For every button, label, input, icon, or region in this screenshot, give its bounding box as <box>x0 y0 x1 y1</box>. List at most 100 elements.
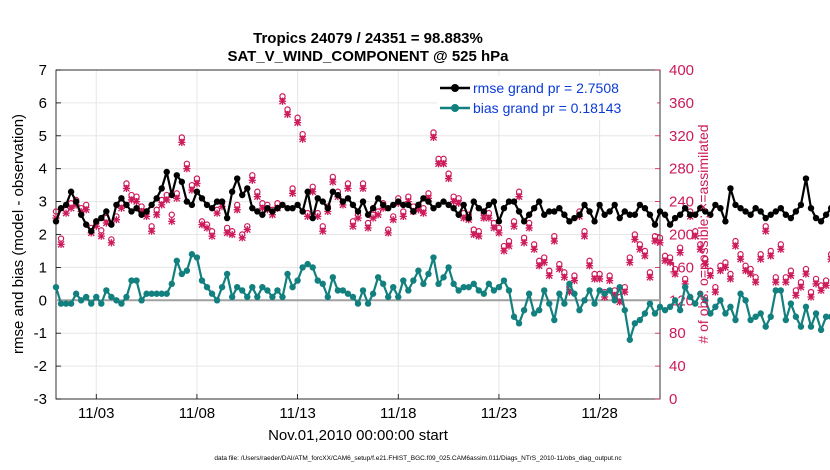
obs-assimilated-point <box>228 230 236 239</box>
bias-point <box>364 300 372 307</box>
bias-point <box>747 316 754 324</box>
rmse-point <box>646 211 654 218</box>
bias-point <box>450 280 457 288</box>
bias-point <box>561 300 568 307</box>
bias-point <box>722 310 729 317</box>
obs-assimilated-point <box>404 198 412 206</box>
rmse-point <box>279 201 286 209</box>
obs-assimilated-point <box>777 245 785 253</box>
obs-assimilated-point <box>283 110 292 119</box>
rmse-point <box>405 201 412 209</box>
rmse-point <box>717 204 724 212</box>
bias-point <box>239 287 246 294</box>
obs-assimilated-point <box>721 263 730 271</box>
bias-point <box>510 313 518 320</box>
obs-assimilated-point <box>288 189 297 197</box>
obs-assimilated-point <box>480 214 488 222</box>
rmse-point <box>440 198 447 205</box>
obs-assimilated-point <box>72 201 80 209</box>
obs-assimilated-point <box>52 214 60 222</box>
y-left-tick-label: -2 <box>34 358 47 375</box>
bias-point <box>218 283 226 291</box>
bias-point <box>591 300 598 307</box>
y-left-tick-label: 1 <box>39 259 47 276</box>
obs-assimilated-point <box>545 272 553 280</box>
rmse-point <box>374 195 382 202</box>
rmse-point <box>666 221 674 228</box>
bias-point <box>656 303 664 311</box>
obs-assimilated-point <box>319 227 327 235</box>
rmse-point <box>520 218 528 225</box>
obs-assimilated-point <box>747 270 755 278</box>
y-axis-right-label: # of obs: o=possible; ×=assimilated <box>695 124 711 343</box>
obs-assimilated-point <box>812 280 820 288</box>
obs-assimilated-point <box>671 270 679 278</box>
obs-assimilated-point <box>460 214 468 222</box>
obs-assimilated-point <box>762 227 770 235</box>
obs-assimilated-point <box>792 291 800 299</box>
obs-assimilated-point <box>188 186 196 194</box>
rmse-point <box>158 185 165 192</box>
obs-assimilated-point <box>651 237 659 245</box>
obs-assimilated-point <box>757 255 765 263</box>
obs-assimilated-point <box>701 260 709 268</box>
obs-assimilated-point <box>560 273 568 281</box>
obs-possible-point <box>827 251 830 258</box>
obs-assimilated-point <box>596 275 604 283</box>
obs-assimilated-point <box>802 270 810 278</box>
y-right-tick-label: 40 <box>669 358 686 375</box>
obs-assimilated-point <box>510 222 518 230</box>
rmse-point <box>490 198 498 205</box>
bias-point <box>495 283 503 291</box>
obs-assimilated-point <box>646 273 654 281</box>
legend-bias-marker <box>451 104 459 112</box>
bias-point <box>163 290 170 297</box>
bias-point <box>420 280 427 288</box>
rmse-point <box>757 208 764 215</box>
bias-point <box>354 300 362 307</box>
rmse-point <box>732 201 739 209</box>
bias-point <box>435 280 442 288</box>
bias-point <box>737 290 744 297</box>
obs-assimilated-point <box>339 201 347 209</box>
y-right-tick-label: 400 <box>669 62 694 79</box>
bias-point <box>138 297 145 304</box>
obs-assimilated-point <box>384 229 392 237</box>
obs-assimilated-point <box>681 280 689 288</box>
bias-point <box>530 310 538 317</box>
obs-assimilated-point <box>495 229 503 237</box>
obs-assimilated-point <box>414 206 422 214</box>
bias-point <box>415 267 422 274</box>
rmse-point <box>269 208 276 215</box>
rmse-point <box>334 191 342 199</box>
bias-point <box>460 283 467 291</box>
rmse-point <box>656 208 664 215</box>
obs-assimilated-point <box>817 286 825 295</box>
rmse-point <box>606 208 613 215</box>
obs-assimilated-point <box>505 242 513 250</box>
bias-point <box>98 300 105 307</box>
rmse-point <box>354 208 362 215</box>
bias-point <box>93 293 100 301</box>
rmse-point <box>57 204 65 212</box>
bias-point <box>77 297 85 304</box>
x-tick-label: 11/18 <box>380 405 416 422</box>
bias-point <box>485 280 493 288</box>
obs-assimilated-point <box>213 209 221 217</box>
bias-point <box>566 280 573 288</box>
y-left-tick-label: 2 <box>39 227 47 244</box>
obs-assimilated-point <box>253 193 261 201</box>
obs-assimilated-point <box>359 184 367 193</box>
obs-assimilated-point <box>122 184 131 193</box>
rmse-point <box>636 201 644 209</box>
rmse-point <box>681 204 689 212</box>
rmse-point <box>239 191 246 199</box>
rmse-point <box>309 214 316 222</box>
legend-rmse-marker <box>451 84 459 92</box>
rmse-point <box>213 198 221 205</box>
y-left-tick-label: 0 <box>39 292 47 309</box>
x-tick-label: 11/08 <box>179 405 215 422</box>
rmse-point <box>485 201 493 209</box>
